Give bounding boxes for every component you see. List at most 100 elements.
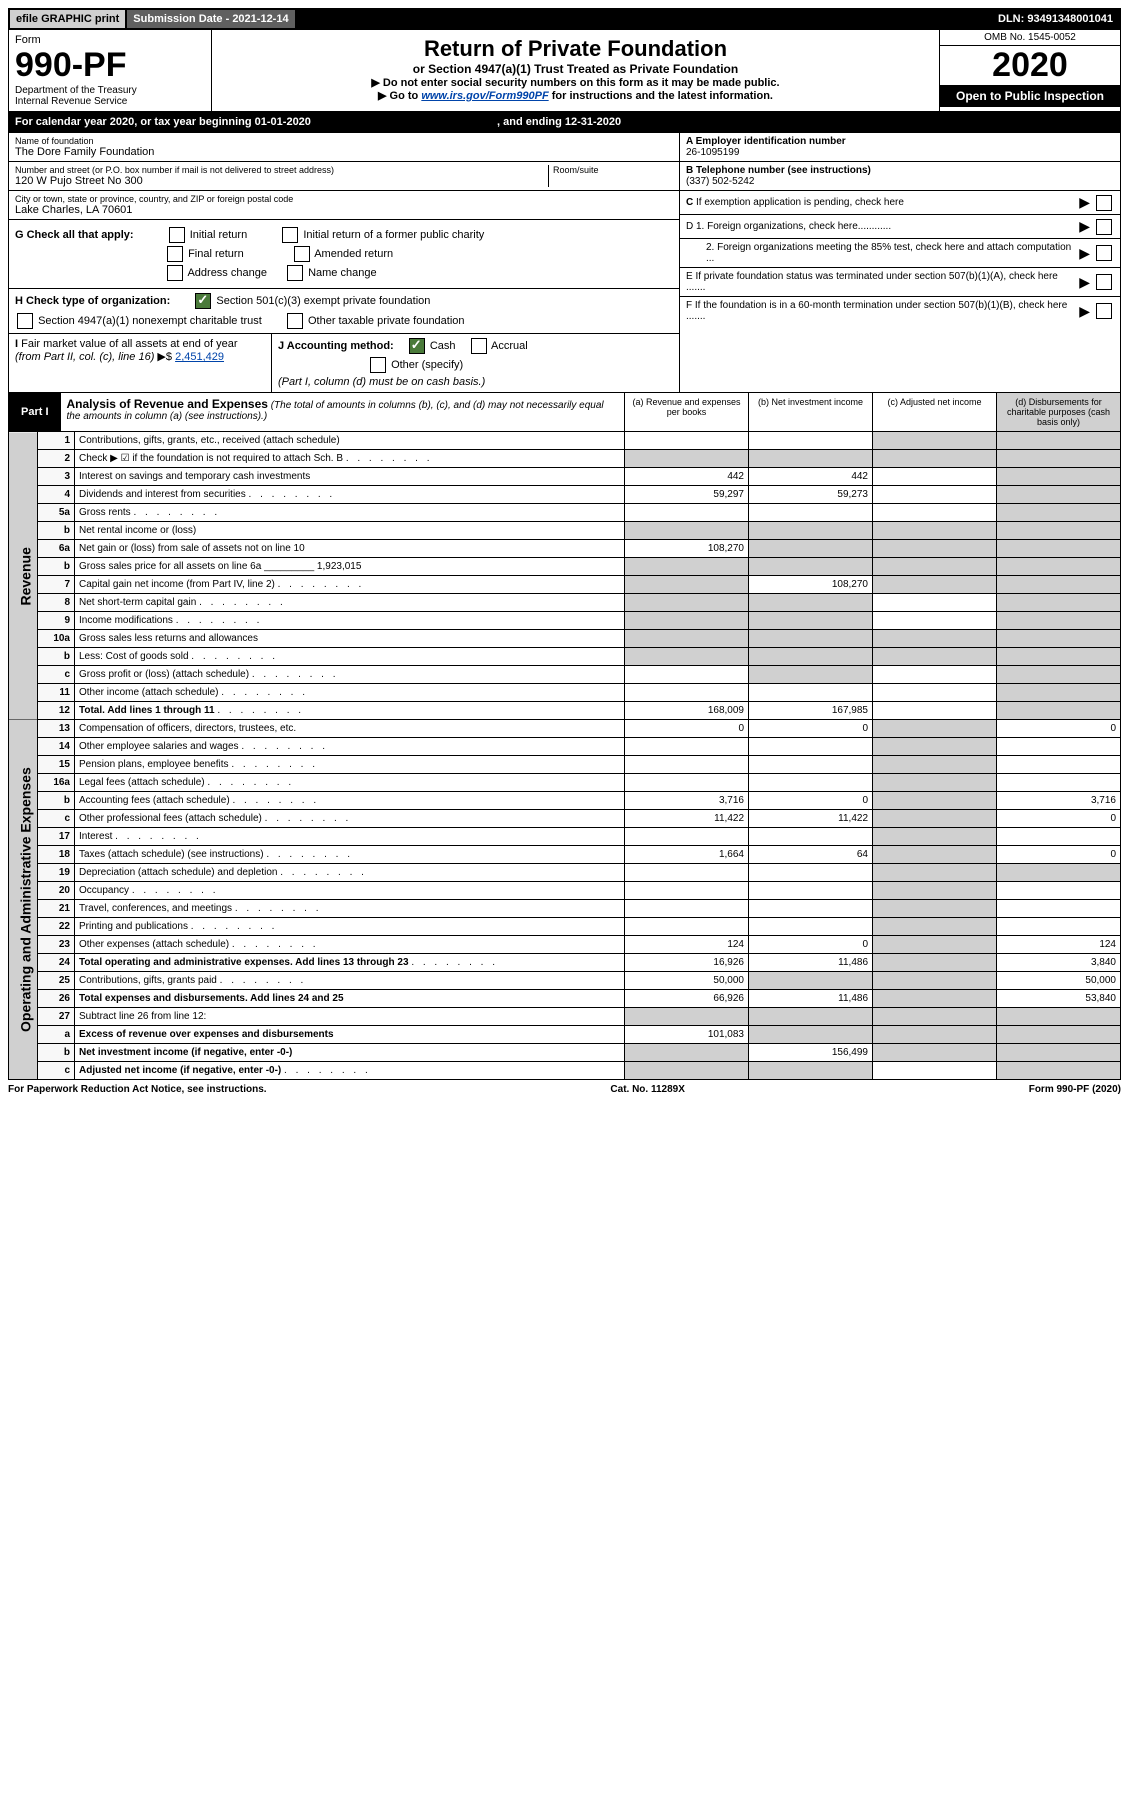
other-taxable-checkbox[interactable]	[287, 313, 303, 329]
amount-cell	[625, 774, 749, 792]
amount-cell	[749, 738, 873, 756]
other-method-checkbox[interactable]	[370, 357, 386, 373]
section-g: G Check all that apply: Initial return I…	[9, 220, 679, 289]
amount-cell	[997, 630, 1121, 648]
cash-checkbox[interactable]	[409, 338, 425, 354]
line-number: b	[38, 558, 75, 576]
amended-return-checkbox[interactable]	[294, 246, 310, 262]
paperwork-notice: For Paperwork Reduction Act Notice, see …	[8, 1084, 267, 1095]
amount-cell	[873, 918, 997, 936]
amount-cell	[625, 900, 749, 918]
initial-former-checkbox[interactable]	[282, 227, 298, 243]
calendar-year-row: For calendar year 2020, or tax year begi…	[8, 112, 1121, 133]
e-checkbox[interactable]	[1096, 274, 1112, 290]
amount-cell	[749, 882, 873, 900]
line-description: Printing and publications . . . . . . . …	[75, 918, 625, 936]
amount-cell	[873, 558, 997, 576]
amount-cell	[873, 576, 997, 594]
line-description: Pension plans, employee benefits . . . .…	[75, 756, 625, 774]
line-number: b	[38, 1044, 75, 1062]
amount-cell	[749, 1026, 873, 1044]
amount-cell	[873, 810, 997, 828]
amount-cell	[625, 1008, 749, 1026]
amount-cell: 124	[997, 936, 1121, 954]
line-description: Other professional fees (attach schedule…	[75, 810, 625, 828]
initial-return-checkbox[interactable]	[169, 227, 185, 243]
f-checkbox[interactable]	[1096, 303, 1112, 319]
accrual-checkbox[interactable]	[471, 338, 487, 354]
irs-label: Internal Revenue Service	[15, 96, 205, 107]
tax-year: 2020	[940, 46, 1120, 85]
amount-cell	[749, 522, 873, 540]
amount-cell	[873, 774, 997, 792]
amount-cell	[873, 504, 997, 522]
line-description: Net gain or (loss) from sale of assets n…	[75, 540, 625, 558]
s4947-checkbox[interactable]	[17, 313, 33, 329]
line-number: 7	[38, 576, 75, 594]
efile-label: efile GRAPHIC print	[10, 10, 127, 28]
amount-cell	[873, 756, 997, 774]
final-return-checkbox[interactable]	[167, 246, 183, 262]
amount-cell	[873, 1026, 997, 1044]
line-number: 20	[38, 882, 75, 900]
c-label: If exemption application is pending, che…	[696, 197, 904, 208]
amount-cell	[873, 738, 997, 756]
amount-cell	[997, 558, 1121, 576]
dln-label: DLN: 93491348001041	[297, 10, 1119, 28]
amount-cell	[997, 900, 1121, 918]
line-number: 23	[38, 936, 75, 954]
amount-cell	[997, 504, 1121, 522]
d1-checkbox[interactable]	[1096, 219, 1112, 235]
amount-cell	[625, 630, 749, 648]
line-description: Total. Add lines 1 through 11 . . . . . …	[75, 702, 625, 720]
amount-cell	[873, 1008, 997, 1026]
form-header: Form 990-PF Department of the Treasury I…	[8, 30, 1121, 112]
amount-cell	[625, 450, 749, 468]
line-number: 17	[38, 828, 75, 846]
name-change-checkbox[interactable]	[287, 265, 303, 281]
amount-cell	[997, 432, 1121, 450]
address-change-checkbox[interactable]	[167, 265, 183, 281]
line-description: Check ▶ ☑ if the foundation is not requi…	[75, 450, 625, 468]
side-label: Operating and Administrative Expenses	[9, 720, 38, 1080]
s501c3-checkbox[interactable]	[195, 293, 211, 309]
dept-label: Department of the Treasury	[15, 85, 205, 96]
amount-cell	[873, 828, 997, 846]
amount-cell	[625, 612, 749, 630]
amount-cell	[749, 540, 873, 558]
amount-cell: 0	[997, 846, 1121, 864]
amount-cell	[625, 918, 749, 936]
line-description: Less: Cost of goods sold . . . . . . . .	[75, 648, 625, 666]
line-description: Capital gain net income (from Part IV, l…	[75, 576, 625, 594]
line-number: b	[38, 522, 75, 540]
amount-cell	[873, 468, 997, 486]
amount-cell	[873, 630, 997, 648]
instructions-link[interactable]: www.irs.gov/Form990PF	[421, 90, 548, 102]
amount-cell	[749, 756, 873, 774]
amount-cell	[749, 648, 873, 666]
amount-cell	[749, 918, 873, 936]
amount-cell	[997, 540, 1121, 558]
ein-label: A Employer identification number	[686, 136, 846, 147]
d2-checkbox[interactable]	[1096, 245, 1112, 261]
e-label: E If private foundation status was termi…	[686, 271, 1075, 293]
line-number: 6a	[38, 540, 75, 558]
amount-cell	[997, 576, 1121, 594]
amount-cell	[749, 432, 873, 450]
amount-cell: 3,716	[625, 792, 749, 810]
amount-cell: 0	[749, 936, 873, 954]
fmv-value: 2,451,429	[175, 351, 224, 363]
col-c-header: (c) Adjusted net income	[872, 393, 996, 431]
amount-cell: 11,486	[749, 954, 873, 972]
c-checkbox[interactable]	[1096, 195, 1112, 211]
amount-cell	[749, 612, 873, 630]
line-number: 24	[38, 954, 75, 972]
d2-label: 2. Foreign organizations meeting the 85%…	[686, 242, 1075, 264]
entity-info: Name of foundation The Dore Family Found…	[8, 133, 1121, 393]
amount-cell	[997, 738, 1121, 756]
line-number: c	[38, 666, 75, 684]
line-number: 22	[38, 918, 75, 936]
amount-cell	[625, 522, 749, 540]
line-description: Subtract line 26 from line 12:	[75, 1008, 625, 1026]
line-number: 21	[38, 900, 75, 918]
